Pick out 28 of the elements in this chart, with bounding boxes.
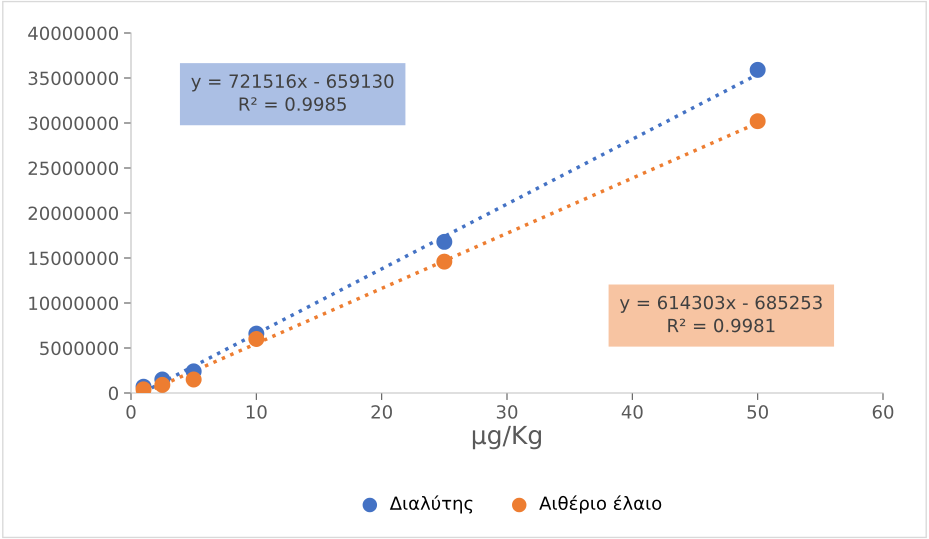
point: [436, 234, 452, 250]
y-tick-label: 25000000: [28, 161, 118, 176]
y-tick-label: 20000000: [28, 206, 118, 220]
y-tick-label: 35000000: [28, 71, 118, 86]
x-tick-label: 40: [622, 405, 643, 419]
x-tick-label: 20: [372, 405, 392, 419]
y-tick-label: 0: [108, 386, 118, 400]
point: [436, 254, 452, 270]
x-tick-label: 50: [748, 405, 768, 419]
point: [750, 62, 766, 78]
annotation: y = 721516x - 659130 R² = 0.9985: [191, 74, 394, 111]
y-tick-label: 5000000: [40, 341, 118, 356]
x-tick-label: 0: [126, 405, 136, 419]
annotation: y = 614303x - 685253 R² = 0.9981: [620, 296, 822, 332]
y-tick-label: 30000000: [28, 116, 118, 130]
y-tick-label: 10000000: [29, 296, 118, 310]
point: [186, 372, 202, 388]
y-tick-label: 40000000: [28, 26, 118, 40]
x-tick-label: 60: [872, 405, 894, 419]
point: [750, 113, 766, 130]
legend-label: Αιθέριο έλαιο: [539, 495, 662, 514]
x-axis-title: μg/Kg: [472, 426, 541, 450]
legend-label: Διαλύτης: [390, 495, 472, 514]
x-tick-label: 10: [246, 405, 267, 419]
x-tick-label: 30: [496, 405, 518, 419]
y-tick-label: 15000000: [29, 251, 118, 266]
point: [248, 331, 264, 347]
point: [154, 376, 170, 393]
